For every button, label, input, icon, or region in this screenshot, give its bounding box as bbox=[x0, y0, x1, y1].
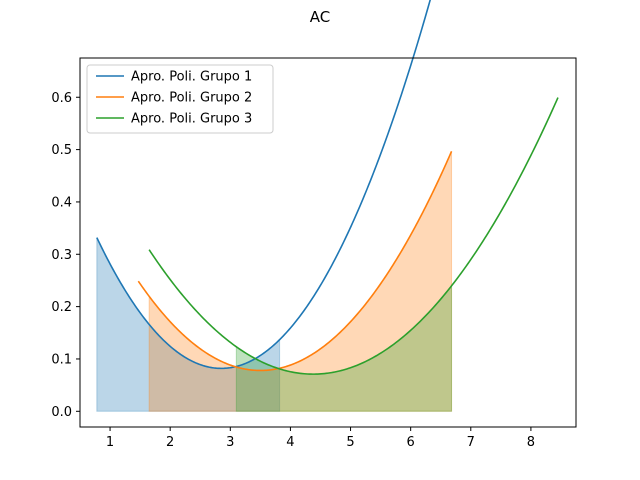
legend-box bbox=[86, 64, 274, 134]
y-tick-label: 0.5 bbox=[51, 143, 72, 158]
x-tick-label: 8 bbox=[527, 435, 535, 450]
x-tick-label: 2 bbox=[166, 435, 174, 450]
x-tick-label: 7 bbox=[467, 435, 475, 450]
x-tick-label: 5 bbox=[346, 435, 354, 450]
series-line-2 bbox=[137, 151, 453, 372]
x-axis: 1 2 3 4 5 6 7 8 bbox=[106, 427, 535, 450]
x-tick-label: 3 bbox=[226, 435, 234, 450]
series-lines bbox=[96, 0, 559, 375]
y-tick-label: 0.3 bbox=[51, 248, 72, 263]
legend-label: Apro. Poli. Grupo 1 bbox=[131, 70, 252, 85]
series-line-3 bbox=[148, 97, 559, 375]
y-tick-label: 0.1 bbox=[51, 352, 72, 367]
y-tick-label: 0.2 bbox=[51, 300, 72, 315]
x-tick-label: 1 bbox=[106, 435, 114, 450]
y-tick-label: 0.6 bbox=[51, 91, 72, 106]
chart-title: AC bbox=[310, 8, 330, 26]
y-tick-label: 0.4 bbox=[51, 195, 72, 210]
y-axis: 0.0 0.1 0.2 0.3 0.4 0.5 0.6 bbox=[51, 91, 80, 420]
legend-label: Apro. Poli. Grupo 3 bbox=[131, 112, 252, 127]
x-tick-label: 4 bbox=[286, 435, 294, 450]
y-tick-label: 0.0 bbox=[51, 405, 72, 420]
x-tick-label: 6 bbox=[407, 435, 415, 450]
fill-areas bbox=[96, 151, 453, 412]
series-line-1 bbox=[96, 0, 432, 370]
plot-frame bbox=[79, 57, 577, 428]
legend: Apro. Poli. Grupo 1 Apro. Poli. Grupo 2 Ap… bbox=[86, 64, 274, 134]
legend-label: Apro. Poli. Grupo 2 bbox=[131, 91, 252, 106]
